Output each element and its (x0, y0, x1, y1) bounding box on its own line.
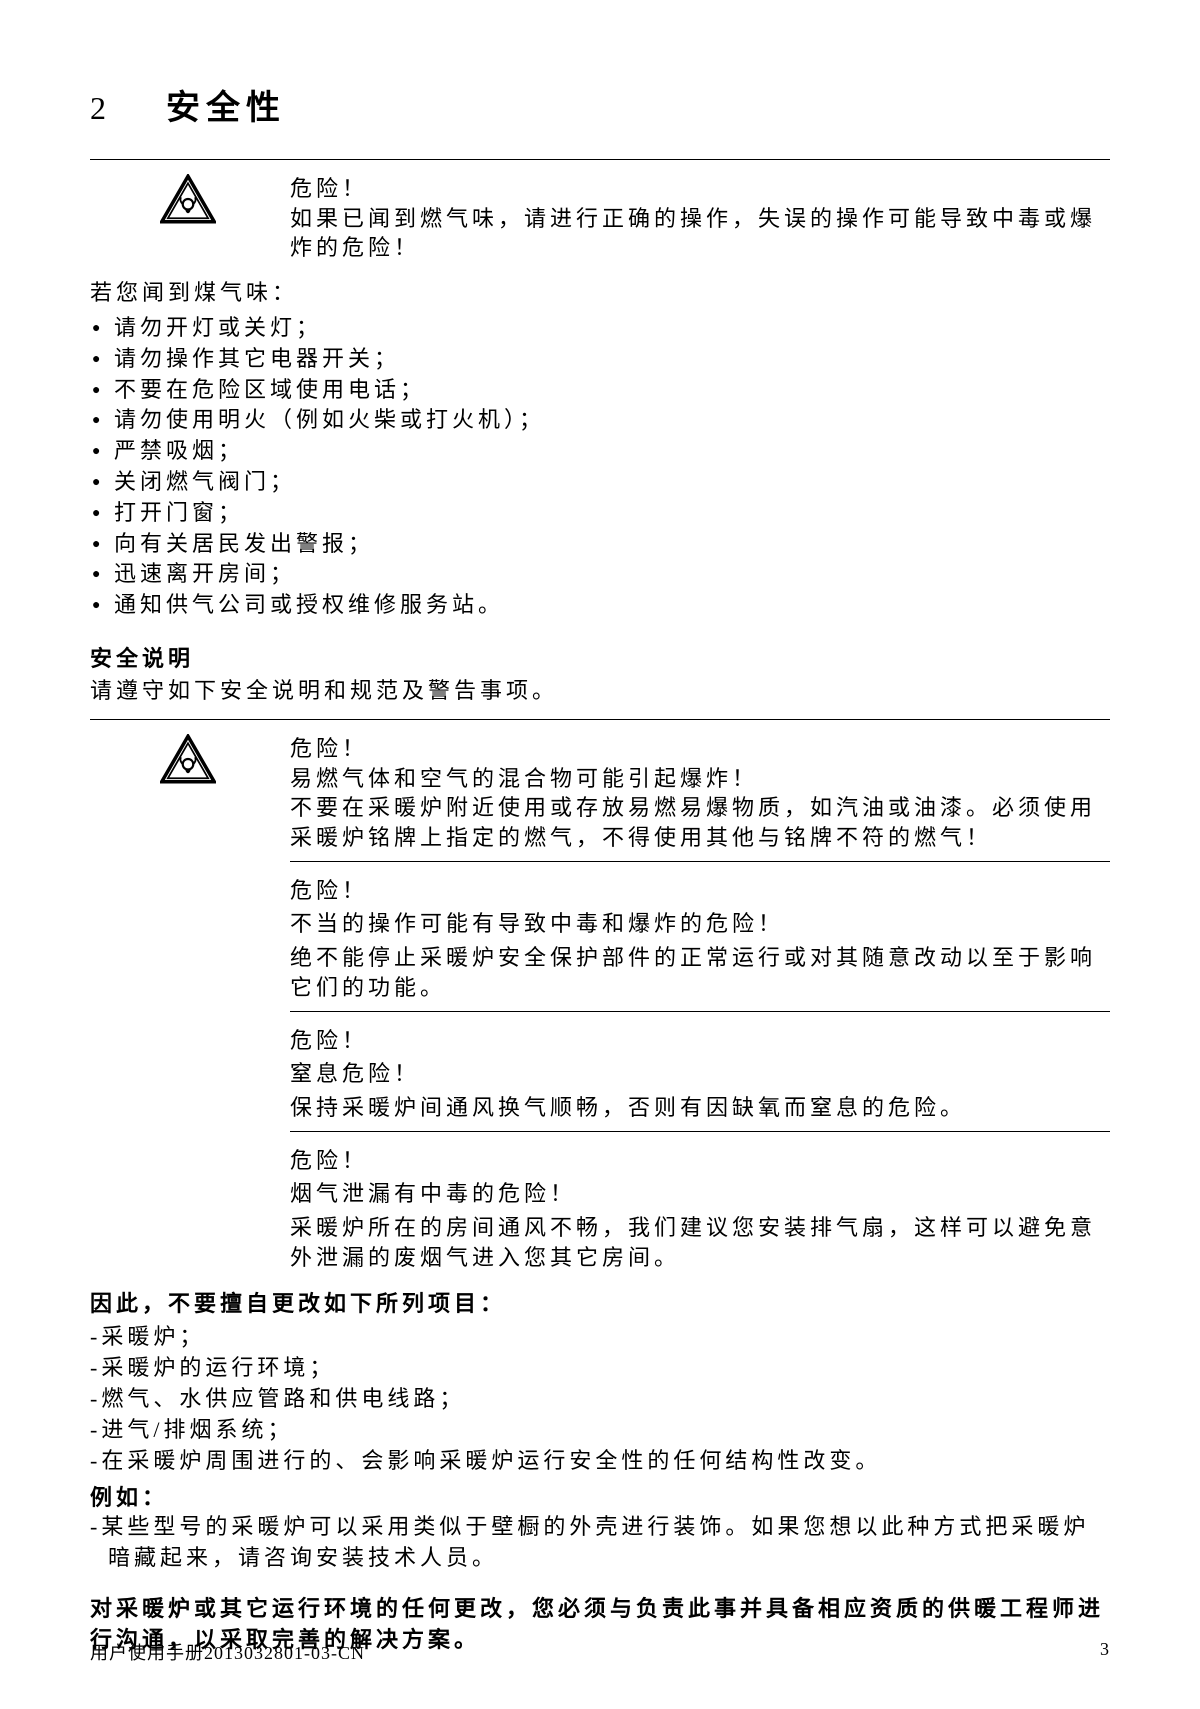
danger-line: 窒息危险！ (290, 1059, 1110, 1089)
list-item: -采暖炉； (90, 1322, 1110, 1353)
danger-line: 易燃气体和空气的混合物可能引起爆炸！ (290, 764, 1110, 794)
list-item: 不要在危险区域使用电话； (92, 375, 1110, 406)
dash-list: -采暖炉； -采暖炉的运行环境； -燃气、水供应管路和供电线路； -进气/排烟系… (90, 1322, 1110, 1476)
warning-icon-wrap (90, 174, 290, 224)
example-item: -某些型号的采暖炉可以采用类似于壁橱的外壳进行装饰。如果您想以此种方式把采暖炉暗… (90, 1512, 1110, 1574)
danger-block-5: 危险！ 烟气泄漏有中毒的危险！ 采暖炉所在的房间通风不畅，我们建议您安装排气扇，… (290, 1146, 1110, 1273)
danger-block-3: 危险！ 不当的操作可能有导致中毒和爆炸的危险！ 绝不能停止采暖炉安全保护部件的正… (290, 876, 1110, 1003)
safety-desc: 请遵守如下安全说明和规范及警告事项。 (90, 673, 1110, 705)
list-item: 请勿开灯或关灯； (92, 313, 1110, 344)
section-number: 2 (90, 90, 106, 127)
footer-page-number: 3 (1100, 1639, 1110, 1665)
divider (90, 719, 1110, 720)
section-header: 2 安全性 (90, 80, 1110, 129)
example-label: 例如： (90, 1480, 1110, 1512)
list-item: 严禁吸烟； (92, 436, 1110, 467)
danger-line: 不要在采暖炉附近使用或存放易燃易爆物质，如汽油或油漆。必须使用采暖炉铭牌上指定的… (290, 793, 1110, 852)
footer-doc-id: 用户使用手册2013032801-03-CN (90, 1639, 365, 1665)
warning-icon (160, 734, 216, 784)
list-item: 通知供气公司或授权维修服务站。 (92, 590, 1110, 621)
warning-icon-wrap (90, 734, 290, 784)
list-item: 请勿使用明火（例如火柴或打火机）； (92, 405, 1110, 436)
list-item: -燃气、水供应管路和供电线路； (90, 1384, 1110, 1415)
danger-line: 不当的操作可能有导致中毒和爆炸的危险！ (290, 909, 1110, 939)
list-item: -进气/排烟系统； (90, 1415, 1110, 1446)
danger-line: 烟气泄漏有中毒的危险！ (290, 1179, 1110, 1209)
therefore-heading: 因此，不要擅自更改如下所列项目： (90, 1286, 1110, 1318)
danger-block-1: 危险！ 如果已闻到燃气味，请进行正确的操作，失误的操作可能导致中毒或爆炸的危险！ (90, 174, 1110, 263)
danger-text-2: 危险！ 易燃气体和空气的混合物可能引起爆炸！ 不要在采暖炉附近使用或存放易燃易爆… (290, 734, 1110, 853)
page-footer: 用户使用手册2013032801-03-CN 3 (90, 1639, 1110, 1665)
danger-line: 保持采暖炉间通风换气顺畅，否则有因缺氧而窒息的危险。 (290, 1093, 1110, 1123)
list-item: -在采暖炉周围进行的、会影响采暖炉运行安全性的任何结构性改变。 (90, 1446, 1110, 1477)
danger-block-4: 危险！ 窒息危险！ 保持采暖炉间通风换气顺畅，否则有因缺氧而窒息的危险。 (290, 1026, 1110, 1123)
bullet-list: 请勿开灯或关灯； 请勿操作其它电器开关； 不要在危险区域使用电话； 请勿使用明火… (92, 313, 1110, 621)
list-item: 关闭燃气阀门； (92, 467, 1110, 498)
danger-label: 危险！ (290, 734, 1110, 764)
intro-line: 若您闻到煤气味： (90, 275, 1110, 307)
list-item: 请勿操作其它电器开关； (92, 344, 1110, 375)
divider (290, 1011, 1110, 1012)
danger-text-1: 危险！ 如果已闻到燃气味，请进行正确的操作，失误的操作可能导致中毒或爆炸的危险！ (290, 174, 1110, 263)
danger-label: 危险！ (290, 174, 1110, 204)
divider (290, 861, 1110, 862)
divider (290, 1131, 1110, 1132)
danger-block-2: 危险！ 易燃气体和空气的混合物可能引起爆炸！ 不要在采暖炉附近使用或存放易燃易爆… (90, 734, 1110, 853)
danger-label: 危险！ (290, 1026, 1110, 1056)
danger-label: 危险！ (290, 876, 1110, 906)
list-item: 迅速离开房间； (92, 559, 1110, 590)
danger-body: 如果已闻到燃气味，请进行正确的操作，失误的操作可能导致中毒或爆炸的危险！ (290, 204, 1110, 263)
list-item: 向有关居民发出警报； (92, 529, 1110, 560)
danger-label: 危险！ (290, 1146, 1110, 1176)
list-item: 打开门窗； (92, 498, 1110, 529)
safety-heading: 安全说明 (90, 641, 1110, 673)
divider (90, 159, 1110, 160)
danger-line: 绝不能停止采暖炉安全保护部件的正常运行或对其随意改动以至于影响它们的功能。 (290, 943, 1110, 1002)
danger-line: 采暖炉所在的房间通风不畅，我们建议您安装排气扇，这样可以避免意外泄漏的废烟气进入… (290, 1213, 1110, 1272)
list-item: -采暖炉的运行环境； (90, 1353, 1110, 1384)
section-title: 安全性 (166, 80, 286, 129)
warning-icon (160, 174, 216, 224)
